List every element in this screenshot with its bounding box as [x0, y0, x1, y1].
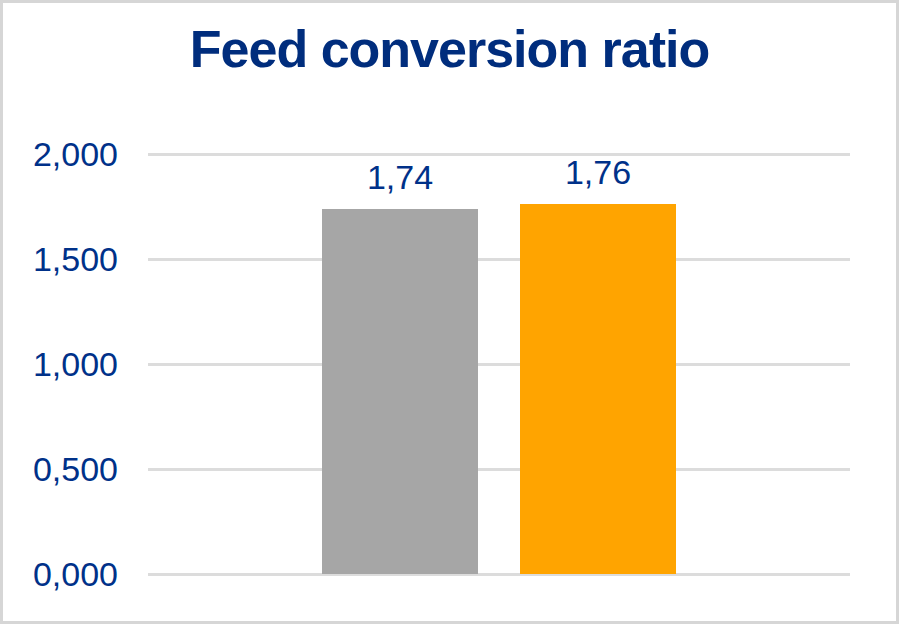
plot-area: 1,74 1,76	[148, 154, 850, 574]
y-tick-label: 1,000	[11, 344, 118, 384]
gridline	[148, 363, 850, 366]
gridline	[148, 258, 850, 261]
chart-title: Feed conversion ratio	[3, 19, 896, 79]
bar-series-2	[520, 204, 676, 574]
y-tick-label: 0,000	[11, 554, 118, 594]
y-tick-label: 2,000	[11, 134, 118, 174]
gridline	[148, 573, 850, 576]
chart-window: Feed conversion ratio 2,000 1,500 1,000 0,5…	[0, 0, 899, 624]
bar-series-1	[322, 209, 478, 574]
y-tick-label: 0,500	[11, 449, 118, 489]
gridline	[148, 153, 850, 156]
y-axis: 2,000 1,500 1,000 0,500 0,000	[11, 3, 118, 624]
data-label: 1,76	[520, 153, 676, 192]
gridline	[148, 468, 850, 471]
y-tick-label: 1,500	[11, 239, 118, 279]
data-label: 1,74	[322, 158, 478, 197]
